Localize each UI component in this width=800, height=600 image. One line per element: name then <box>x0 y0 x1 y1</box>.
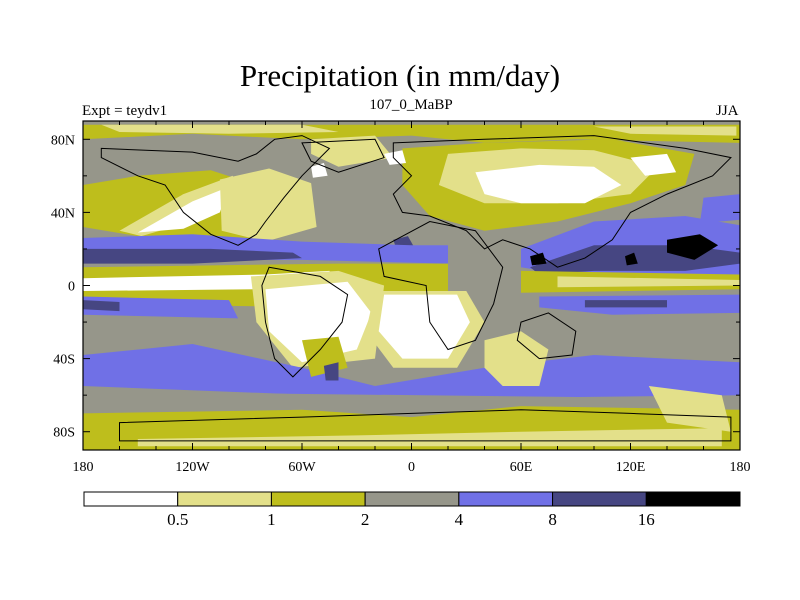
contour-region-southern-ocean-blue <box>83 344 740 399</box>
colorbar-label: 16 <box>638 510 655 529</box>
contour-region-asia-black-cell-3 <box>625 252 638 266</box>
colorbar-box <box>645 491 741 507</box>
colorbar: 0.5 1 2 4 8 16 <box>83 491 741 529</box>
contour-region-east-pacific-itcz-dark <box>83 248 302 264</box>
contour-region-arctic-white-spot-2 <box>384 150 406 165</box>
period-label: 107_0_MaBP <box>369 97 453 113</box>
contour-region-south-pacific-dark <box>83 300 120 312</box>
coastline-5 <box>516 312 577 360</box>
y-tick-label: 80N <box>51 133 75 148</box>
y-tick-label: 0 <box>68 280 75 295</box>
colorbar-label: 2 <box>361 510 370 529</box>
contour-region-siberia-white <box>630 153 677 176</box>
colorbar-box <box>458 491 554 507</box>
coastline-1 <box>301 138 385 173</box>
y-tick-label: 40N <box>51 206 75 221</box>
coastline-2 <box>392 135 732 268</box>
y-tick-label: 80S <box>53 426 75 441</box>
contour-region-south-pacific-blue <box>83 296 239 319</box>
y-tick-label: 40S <box>53 353 75 368</box>
colorbar-box <box>552 491 647 507</box>
coastline-0 <box>100 135 331 246</box>
contour-region-pacific-arc-white <box>137 186 229 233</box>
colorbar-label: 0.5 <box>167 510 188 529</box>
colorbar-label: 8 <box>548 510 557 529</box>
colorbar-box <box>270 491 366 507</box>
contour-region-australia-light <box>484 331 549 386</box>
x-tick-label: 120E <box>616 460 646 475</box>
contour-region-africa-white <box>378 294 470 359</box>
contour-region-south-indian-dark <box>584 300 667 308</box>
coastline-3 <box>261 266 349 378</box>
contour-region-arctic-light-2 <box>594 126 737 136</box>
x-tick-label: 180 <box>730 460 751 475</box>
colorbar-label: 4 <box>455 510 464 529</box>
x-tick-label: 60E <box>510 460 533 475</box>
coastline-6 <box>119 409 732 442</box>
contour-fill-layer <box>83 121 740 450</box>
contour-region-nw-pacific-blue <box>699 194 740 224</box>
coastline-layer <box>100 135 732 442</box>
contour-region-antarctic-light <box>137 428 722 447</box>
axis-ticks: 180 120W 60W 0 60E 120E 180 80N 40N 0 40S 80S <box>51 121 751 475</box>
contour-region-eurasia-white <box>475 164 622 204</box>
contour-region-south-pacific-light-2 <box>648 386 731 432</box>
chart-title: Precipitation (in mm/day) <box>239 58 561 93</box>
contour-region-indian-ocean-light <box>557 276 740 288</box>
x-tick-label: 60W <box>288 460 316 475</box>
colorbar-box <box>83 491 179 507</box>
x-tick-label: 0 <box>408 460 415 475</box>
colorbar-label: 1 <box>267 510 276 529</box>
experiment-label: Expt = teydv1 <box>82 103 168 119</box>
contour-region-arctic-light <box>101 124 339 134</box>
x-tick-label: 120W <box>175 460 210 475</box>
contour-region-greenland-light <box>311 135 394 167</box>
season-label: JJA <box>716 103 739 119</box>
x-tick-label: 180 <box>73 460 94 475</box>
contour-region-asia-black-cell-1 <box>667 234 719 260</box>
colorbar-box <box>177 491 272 507</box>
contour-region-asia-black-cell-2 <box>530 252 547 266</box>
contour-region-south-america-white <box>265 281 372 363</box>
colorbar-box <box>364 491 460 507</box>
contour-region-south-dark-dot <box>323 362 339 381</box>
coastline-4 <box>378 220 504 351</box>
